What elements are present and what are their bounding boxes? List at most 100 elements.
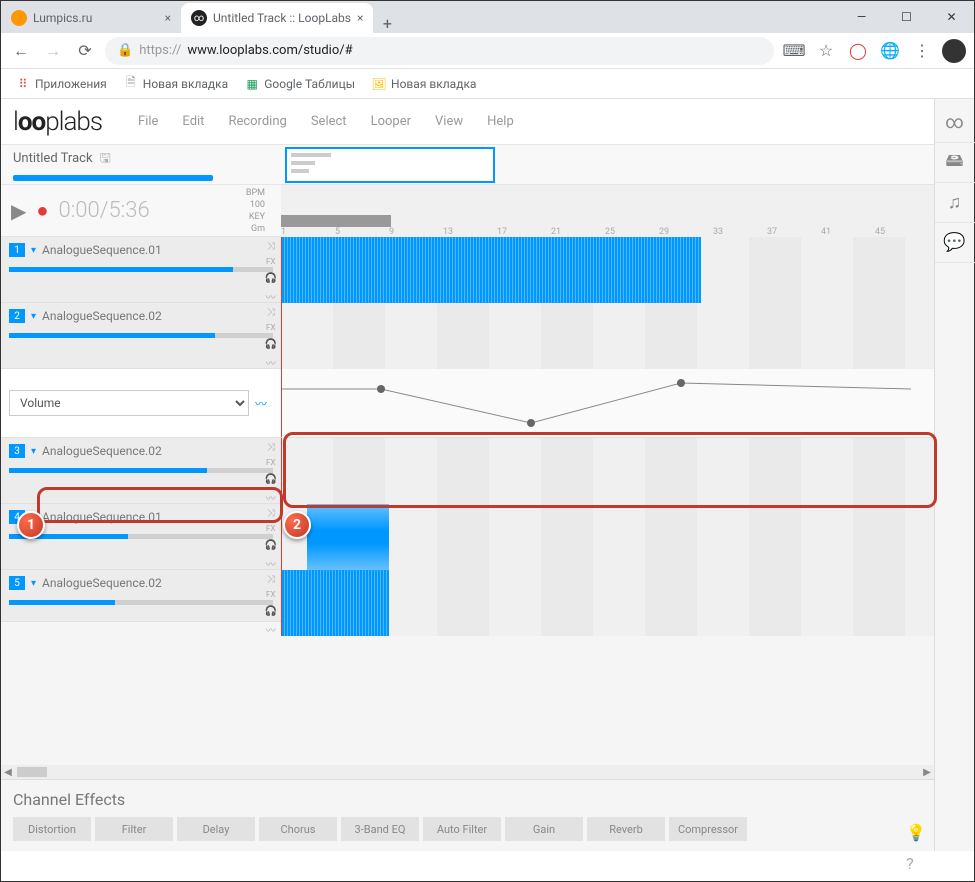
track-lane[interactable] [281, 438, 934, 504]
fx-icon[interactable]: FX [266, 524, 275, 538]
rail-button-2[interactable]: ♫ [935, 183, 975, 223]
menu-looper[interactable]: Looper [359, 114, 423, 129]
browser-tab-lumpics[interactable]: Lumpics.ru × [1, 3, 181, 33]
scroll-thumb[interactable] [17, 767, 47, 777]
menu-file[interactable]: File [126, 114, 170, 129]
shuffle-icon[interactable]: ⤨ [267, 442, 275, 456]
bookmark-item[interactable]: 🗎Новая вкладка [117, 74, 234, 94]
automation-lane[interactable] [281, 369, 934, 437]
fx-icon[interactable]: FX [266, 590, 275, 604]
automation-icon[interactable]: 〰 [266, 490, 276, 504]
maximize-button[interactable]: ☐ [884, 1, 929, 33]
opera-icon[interactable]: ◯ [846, 39, 870, 63]
scroll-left-icon[interactable]: ◀ [1, 767, 15, 778]
wave-icon[interactable]: 〰 [249, 395, 273, 412]
menu-view[interactable]: View [423, 114, 475, 129]
menu-help[interactable]: Help [475, 114, 526, 129]
headphones-icon[interactable]: 🎧 [265, 339, 277, 353]
shuffle-icon[interactable]: ⤨ [267, 307, 275, 321]
fx-icon[interactable]: FX [266, 458, 275, 472]
chevron-down-icon[interactable]: ▾ [31, 311, 36, 322]
fx-gain[interactable]: Gain [505, 817, 583, 841]
url-input[interactable]: 🔒 https://www.looplabs.com/studio/# [105, 37, 774, 65]
fx-chorus[interactable]: Chorus [259, 817, 337, 841]
shuffle-icon[interactable]: ⤨ [267, 574, 275, 588]
volume-slider[interactable] [9, 600, 273, 605]
bookmark-item[interactable]: 🖼Новая вкладка [365, 74, 482, 94]
globe-icon[interactable]: 🌐 [878, 39, 902, 63]
automation-icon[interactable]: 〰 [266, 556, 276, 570]
browser-tab-looplabs[interactable]: ∞ Untitled Track :: LoopLabs × [181, 3, 373, 33]
minimize-button[interactable]: — [839, 1, 884, 33]
audio-clip[interactable] [307, 504, 389, 570]
audio-clip[interactable] [281, 237, 701, 303]
back-button[interactable]: ← [9, 39, 33, 63]
fx-reverb[interactable]: Reverb [587, 817, 665, 841]
fx-compressor[interactable]: Compressor [669, 817, 747, 841]
callout-number-2: 2 [283, 511, 311, 539]
reload-button[interactable]: ⟳ [73, 39, 97, 63]
volume-slider[interactable] [9, 468, 273, 473]
automation-row: Volume 〰 [1, 369, 934, 438]
fx-filter[interactable]: Filter [95, 817, 173, 841]
automation-icon[interactable]: 〰 [266, 355, 276, 369]
fx-3-band-eq[interactable]: 3-Band EQ [341, 817, 419, 841]
shuffle-icon[interactable]: ⤨ [267, 508, 275, 522]
bookmark-item[interactable]: ⠿Приложения [9, 74, 113, 94]
volume-slider[interactable] [9, 267, 273, 272]
chevron-down-icon[interactable]: ▾ [31, 446, 36, 457]
callout-number-1: 1 [17, 511, 45, 539]
chevron-down-icon[interactable]: ▾ [31, 245, 36, 256]
record-button[interactable]: ● [36, 198, 48, 223]
track-lane[interactable] [281, 504, 934, 570]
scroll-right-icon[interactable]: ▶ [920, 767, 934, 778]
menu-select[interactable]: Select [299, 114, 359, 129]
track-lane[interactable] [281, 303, 934, 369]
headphones-icon[interactable]: 🎧 [265, 273, 277, 287]
close-icon[interactable]: × [165, 11, 171, 25]
forward-button[interactable]: → [41, 39, 65, 63]
volume-slider[interactable] [9, 333, 273, 338]
bulb-icon[interactable]: 💡 [906, 823, 926, 842]
menu-icon[interactable]: ⋮ [910, 39, 934, 63]
automation-icon[interactable]: 〰 [266, 622, 276, 636]
horizontal-scrollbar[interactable]: ◀ ▶ [1, 765, 934, 779]
headphones-icon[interactable]: 🎧 [265, 540, 277, 554]
overview[interactable] [281, 145, 934, 185]
favicon-looplabs: ∞ [191, 10, 207, 26]
save-icon[interactable]: 🖫 [100, 151, 111, 166]
close-icon[interactable]: × [357, 11, 363, 25]
audio-clip[interactable] [281, 570, 389, 636]
rail-button-3[interactable]: 💬 [935, 223, 975, 263]
automation-icon[interactable]: 〰 [266, 289, 276, 303]
chevron-down-icon[interactable]: ▾ [31, 578, 36, 589]
ruler-loop-region[interactable] [281, 215, 391, 227]
shuffle-icon[interactable]: ⤨ [267, 241, 275, 255]
fx-delay[interactable]: Delay [177, 817, 255, 841]
headphones-icon[interactable]: 🎧 [265, 474, 277, 488]
close-button[interactable]: ✕ [929, 1, 974, 33]
star-icon[interactable]: ☆ [814, 39, 838, 63]
rail-button-1[interactable]: 🖴 [935, 143, 975, 183]
translate-icon[interactable]: ⌨ [782, 39, 806, 63]
track-lane[interactable] [281, 570, 934, 636]
track-lane[interactable] [281, 237, 934, 303]
help-icon[interactable]: ? [906, 854, 926, 873]
new-tab-button[interactable]: + [373, 14, 401, 33]
volume-slider[interactable] [9, 534, 273, 539]
menu-recording[interactable]: Recording [216, 114, 298, 129]
rail-button-0[interactable]: ∞ [935, 103, 975, 143]
overview-viewport[interactable] [285, 147, 495, 183]
fx-icon[interactable]: FX [266, 257, 275, 271]
menu-edit[interactable]: Edit [170, 114, 216, 129]
fx-distortion[interactable]: Distortion [13, 817, 91, 841]
timeline-ruler[interactable]: 159131721252933374145 [281, 185, 934, 237]
fx-auto-filter[interactable]: Auto Filter [423, 817, 501, 841]
headphones-icon[interactable]: 🎧 [265, 606, 277, 620]
bookmark-item[interactable]: ▦Google Таблицы [238, 74, 361, 94]
automation-param-select[interactable]: Volume [9, 390, 249, 416]
avatar[interactable] [942, 39, 966, 63]
play-button[interactable]: ▶ [11, 199, 26, 223]
fx-icon[interactable]: FX [266, 323, 275, 337]
track-header: 1 ▾ AnalogueSequence.01 ⤨ FX 🎧 〰 [1, 237, 281, 302]
